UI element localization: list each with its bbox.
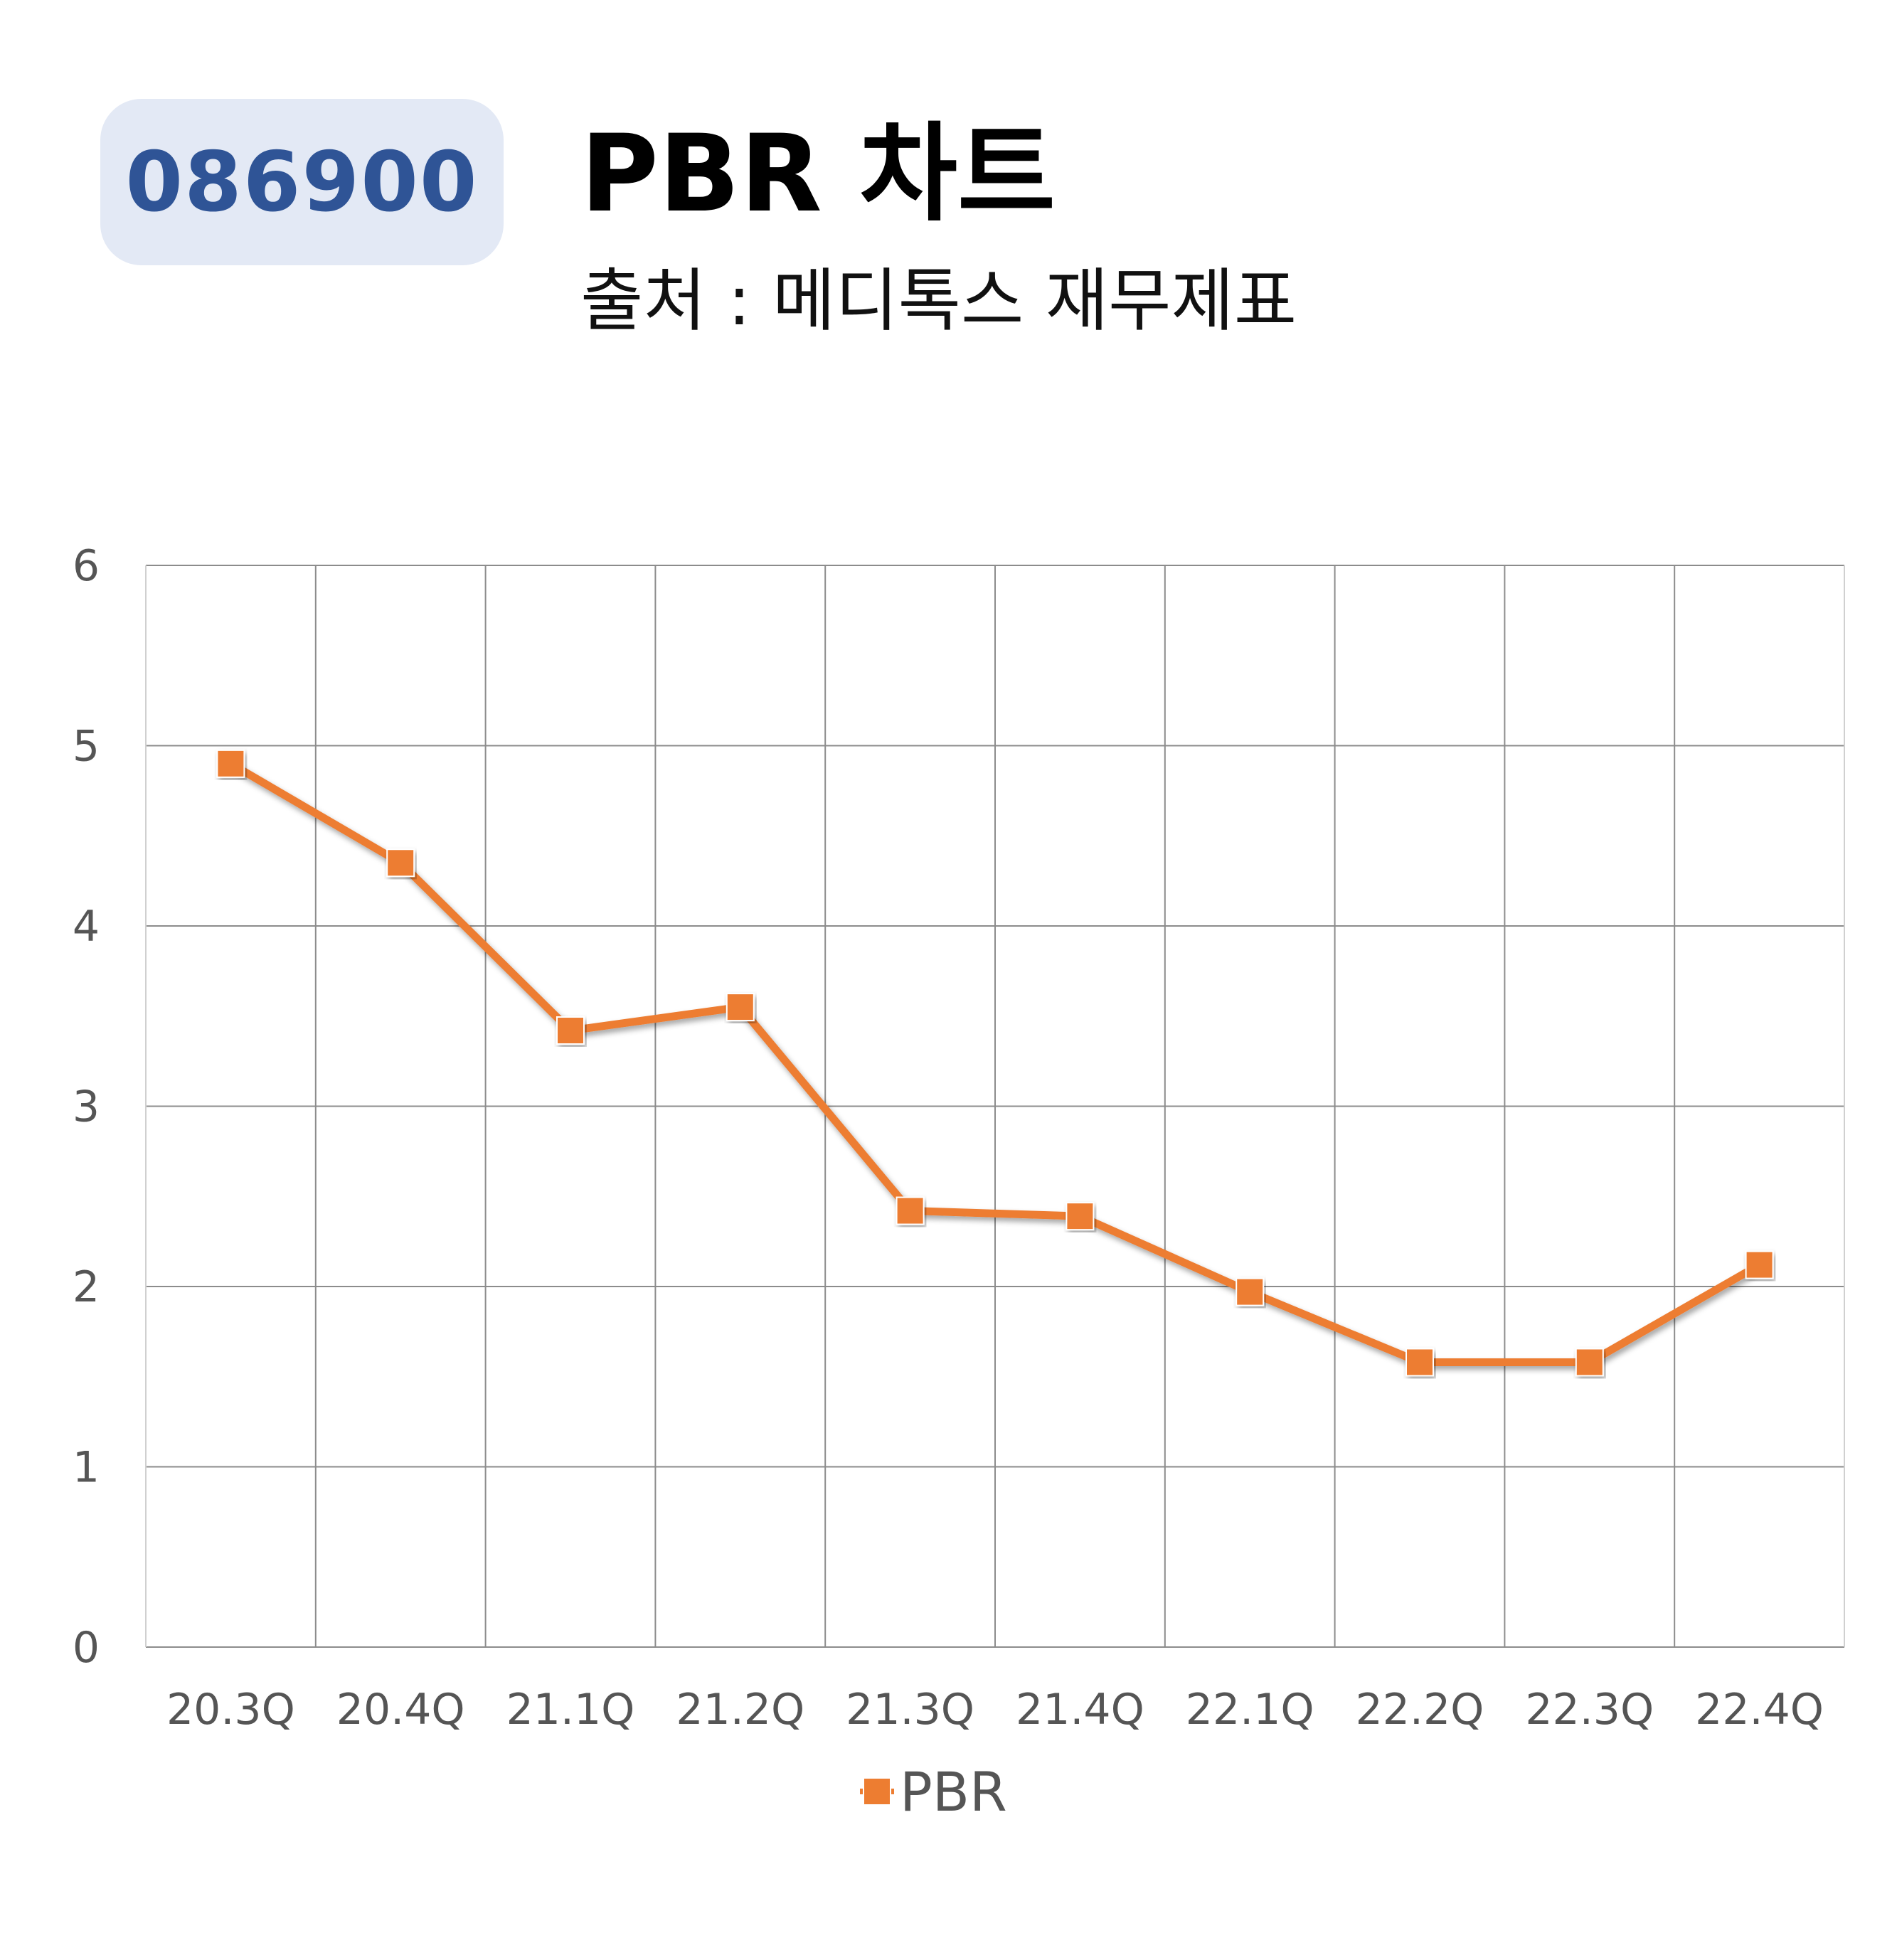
series-layer (216, 749, 1774, 1377)
data-point-20.4Q (386, 848, 415, 878)
data-point-21.4Q (1066, 1202, 1095, 1231)
y-tick-label: 6 (73, 541, 100, 591)
x-axis-ticks: 20.3Q 20.4Q 21.1Q 21.2Q 21.3Q 21.4Q 22.1Q 22.2Q… (166, 1685, 1824, 1735)
x-tick-label: 22.4Q (1695, 1685, 1824, 1735)
chart-legend: PBR (860, 1760, 1007, 1823)
y-tick-label: 5 (73, 722, 100, 772)
y-tick-label: 3 (73, 1082, 100, 1132)
chart-title: PBR 차트 (580, 112, 1056, 236)
x-tick-label: 22.3Q (1525, 1685, 1654, 1735)
chart-grid (145, 565, 1845, 1648)
x-tick-label: 21.1Q (506, 1685, 635, 1735)
data-point-22.4Q (1745, 1250, 1774, 1279)
series-line-pbr (226, 760, 1764, 1366)
x-tick-label: 22.2Q (1356, 1685, 1484, 1735)
ticker-badge: 086900 (100, 99, 504, 265)
y-tick-label: 4 (73, 902, 100, 952)
x-tick-label: 21.3Q (846, 1685, 974, 1735)
x-tick-label: 20.3Q (166, 1685, 295, 1735)
legend-marker (863, 1777, 891, 1806)
data-point-21.3Q (896, 1196, 925, 1225)
data-point-22.2Q (1406, 1348, 1434, 1377)
x-tick-label: 21.2Q (676, 1685, 804, 1735)
y-tick-label: 0 (73, 1623, 100, 1673)
y-axis-ticks: 0 1 2 3 4 5 6 (73, 541, 100, 1673)
data-point-22.1Q (1236, 1277, 1265, 1306)
data-point-22.3Q (1575, 1348, 1604, 1377)
legend-label: PBR (900, 1760, 1007, 1823)
data-point-21.2Q (726, 993, 755, 1022)
chart-subtitle: 출처 : 메디톡스 재무제표 (580, 261, 1297, 341)
data-point-20.3Q (216, 749, 245, 778)
x-tick-label: 20.4Q (336, 1685, 465, 1735)
y-tick-label: 1 (73, 1443, 100, 1493)
data-point-21.1Q (556, 1016, 585, 1045)
x-tick-label: 22.1Q (1186, 1685, 1314, 1735)
y-tick-label: 2 (73, 1262, 100, 1312)
x-tick-label: 21.4Q (1016, 1685, 1144, 1735)
